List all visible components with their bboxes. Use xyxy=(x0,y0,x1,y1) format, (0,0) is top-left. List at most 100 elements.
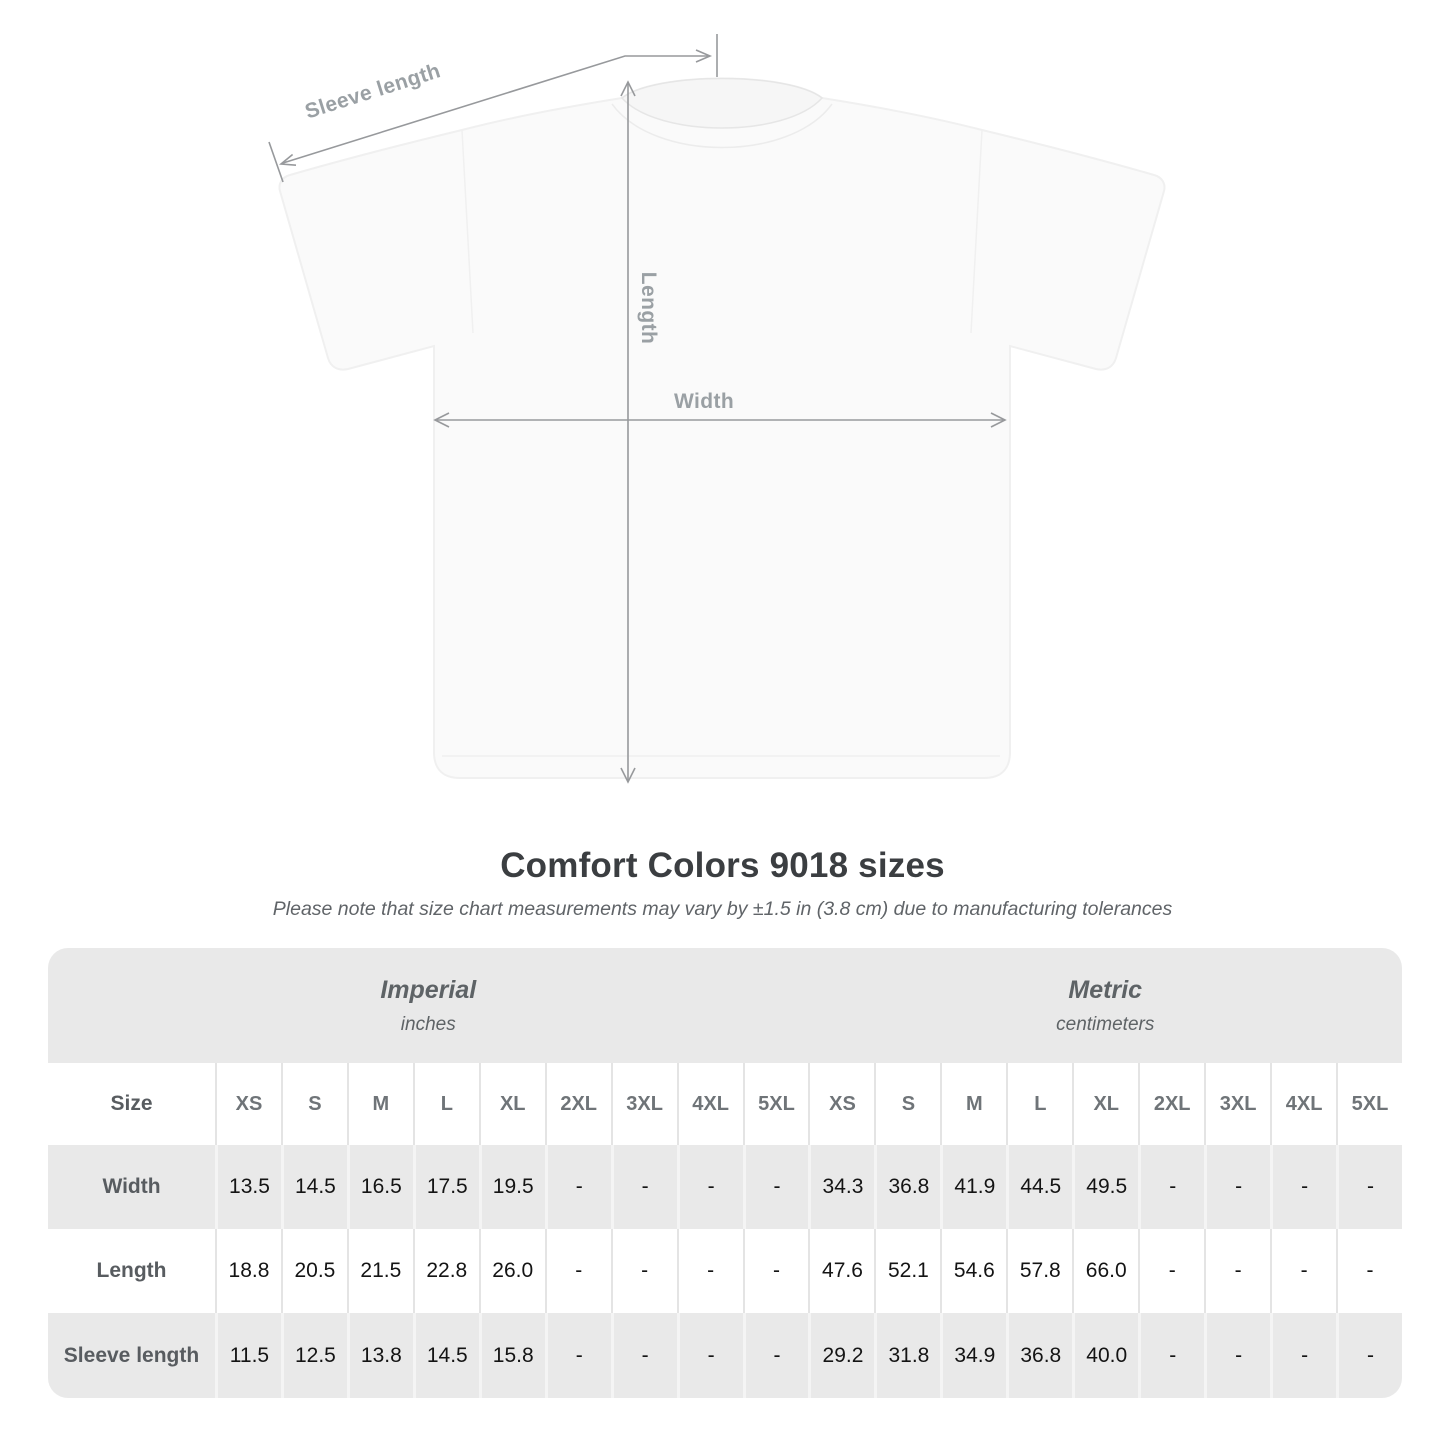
table-cell: 16.5 xyxy=(346,1145,413,1229)
size-col-header: XL xyxy=(478,1063,545,1145)
length-label: Length xyxy=(637,271,661,345)
table-cell: 34.3 xyxy=(808,1145,874,1229)
table-cell: - xyxy=(544,1313,611,1398)
table-cell: 17.5 xyxy=(412,1145,479,1229)
collar-seam xyxy=(611,103,833,149)
size-col-header: 2XL xyxy=(1138,1063,1204,1145)
table-cell: 20.5 xyxy=(280,1229,347,1313)
metric-unit-label: centimeters xyxy=(1056,1013,1155,1035)
title-block: Comfort Colors 9018 sizes Please note th… xyxy=(0,846,1445,921)
size-col-header: L xyxy=(412,1063,479,1145)
table-cell: 13.5 xyxy=(215,1145,281,1229)
table-cell: 54.6 xyxy=(940,1229,1006,1313)
table-cell: 13.8 xyxy=(346,1313,413,1398)
size-col-header: L xyxy=(1006,1063,1072,1145)
imperial-group-header: Imperial inches xyxy=(48,948,809,1063)
table-row-sleeve-length: Sleeve length 11.5 12.5 13.8 14.5 15.8 -… xyxy=(48,1313,1402,1398)
table-cell: 57.8 xyxy=(1006,1229,1072,1313)
table-cell: - xyxy=(1138,1145,1204,1229)
table-cell: - xyxy=(676,1313,743,1398)
table-cell: - xyxy=(610,1145,677,1229)
table-cell: - xyxy=(1336,1229,1402,1313)
table-row-width: Width 13.5 14.5 16.5 17.5 19.5 - - - - 3… xyxy=(48,1145,1402,1229)
table-cell: - xyxy=(1270,1229,1336,1313)
width-label: Width xyxy=(674,390,735,413)
table-cell: 11.5 xyxy=(215,1313,281,1398)
table-cell: 66.0 xyxy=(1072,1229,1138,1313)
size-col-header: 5XL xyxy=(742,1063,809,1145)
tshirt-silhouette xyxy=(278,77,1166,779)
table-cell: 34.9 xyxy=(940,1313,1006,1398)
table-cell: 31.8 xyxy=(874,1313,940,1398)
table-cell: 22.8 xyxy=(412,1229,479,1313)
row-label: Sleeve length xyxy=(63,1343,200,1367)
table-cell: 36.8 xyxy=(874,1145,940,1229)
table-cell: - xyxy=(742,1313,809,1398)
table-cell: 26.0 xyxy=(478,1229,545,1313)
table-cell: - xyxy=(676,1145,743,1229)
table-cell: 40.0 xyxy=(1072,1313,1138,1398)
table-cell: 21.5 xyxy=(346,1229,413,1313)
table-cell: 36.8 xyxy=(1006,1313,1072,1398)
table-cell: - xyxy=(1336,1145,1402,1229)
table-cell: - xyxy=(1336,1313,1402,1398)
table-cell: - xyxy=(1138,1229,1204,1313)
imperial-unit-label: inches xyxy=(400,1013,456,1035)
size-col-header: XL xyxy=(1072,1063,1138,1145)
size-col-header: 3XL xyxy=(610,1063,677,1145)
size-col-header: XS xyxy=(808,1063,874,1145)
tolerance-note: Please note that size chart measurements… xyxy=(272,898,1173,920)
size-table: Imperial inches Metric centimeters Size … xyxy=(48,948,1402,1398)
table-cell: 52.1 xyxy=(874,1229,940,1313)
tshirt-graphic xyxy=(268,34,1166,784)
size-col-header: 4XL xyxy=(1270,1063,1336,1145)
size-col-header: XS xyxy=(215,1063,281,1145)
size-col-header: S xyxy=(280,1063,347,1145)
table-cell: 41.9 xyxy=(940,1145,1006,1229)
table-cell: 12.5 xyxy=(280,1313,347,1398)
table-cell: 15.8 xyxy=(478,1313,545,1398)
table-cell: - xyxy=(1270,1313,1336,1398)
size-col-header: 3XL xyxy=(1204,1063,1270,1145)
row-label: Length xyxy=(96,1259,167,1282)
table-cell: 14.5 xyxy=(280,1145,347,1229)
table-cell: - xyxy=(1204,1145,1270,1229)
table-cell: 29.2 xyxy=(808,1313,874,1398)
sleeve-seams xyxy=(442,129,1000,757)
table-cell: 14.5 xyxy=(412,1313,479,1398)
table-cell: - xyxy=(1138,1313,1204,1398)
width-dimension-line xyxy=(433,412,1007,428)
imperial-label: Imperial xyxy=(380,975,477,1004)
sleeve-length-dimension-line xyxy=(268,34,718,183)
size-col-header: S xyxy=(874,1063,940,1145)
table-cell: - xyxy=(1204,1313,1270,1398)
table-cell: - xyxy=(742,1145,809,1229)
collar-shape xyxy=(620,77,824,129)
size-col-header: 4XL xyxy=(676,1063,743,1145)
table-cell: - xyxy=(544,1145,611,1229)
table-cell: - xyxy=(676,1229,743,1313)
size-header-row: Size XS S M L XL 2XL 3XL 4XL 5XL XS S M … xyxy=(48,1063,1402,1145)
table-cell: - xyxy=(742,1229,809,1313)
size-col-header: M xyxy=(940,1063,1006,1145)
table-cell: 18.8 xyxy=(215,1229,281,1313)
length-dimension-line xyxy=(620,80,636,784)
page-title: Comfort Colors 9018 sizes xyxy=(500,846,945,885)
metric-label: Metric xyxy=(1068,975,1143,1004)
table-cell: - xyxy=(1270,1145,1336,1229)
table-cell: 47.6 xyxy=(808,1229,874,1313)
table-cell: - xyxy=(610,1313,677,1398)
table-cell: 49.5 xyxy=(1072,1145,1138,1229)
table-cell: 44.5 xyxy=(1006,1145,1072,1229)
metric-group-header: Metric centimeters xyxy=(809,948,1403,1063)
size-row-label: Size xyxy=(110,1092,153,1115)
unit-group-header: Imperial inches Metric centimeters xyxy=(48,948,1402,1063)
table-cell: - xyxy=(610,1229,677,1313)
table-cell: - xyxy=(544,1229,611,1313)
row-label: Width xyxy=(102,1175,161,1198)
table-cell: 19.5 xyxy=(478,1145,545,1229)
size-col-header: M xyxy=(346,1063,413,1145)
size-col-header: 5XL xyxy=(1336,1063,1402,1145)
size-col-header: 2XL xyxy=(544,1063,611,1145)
